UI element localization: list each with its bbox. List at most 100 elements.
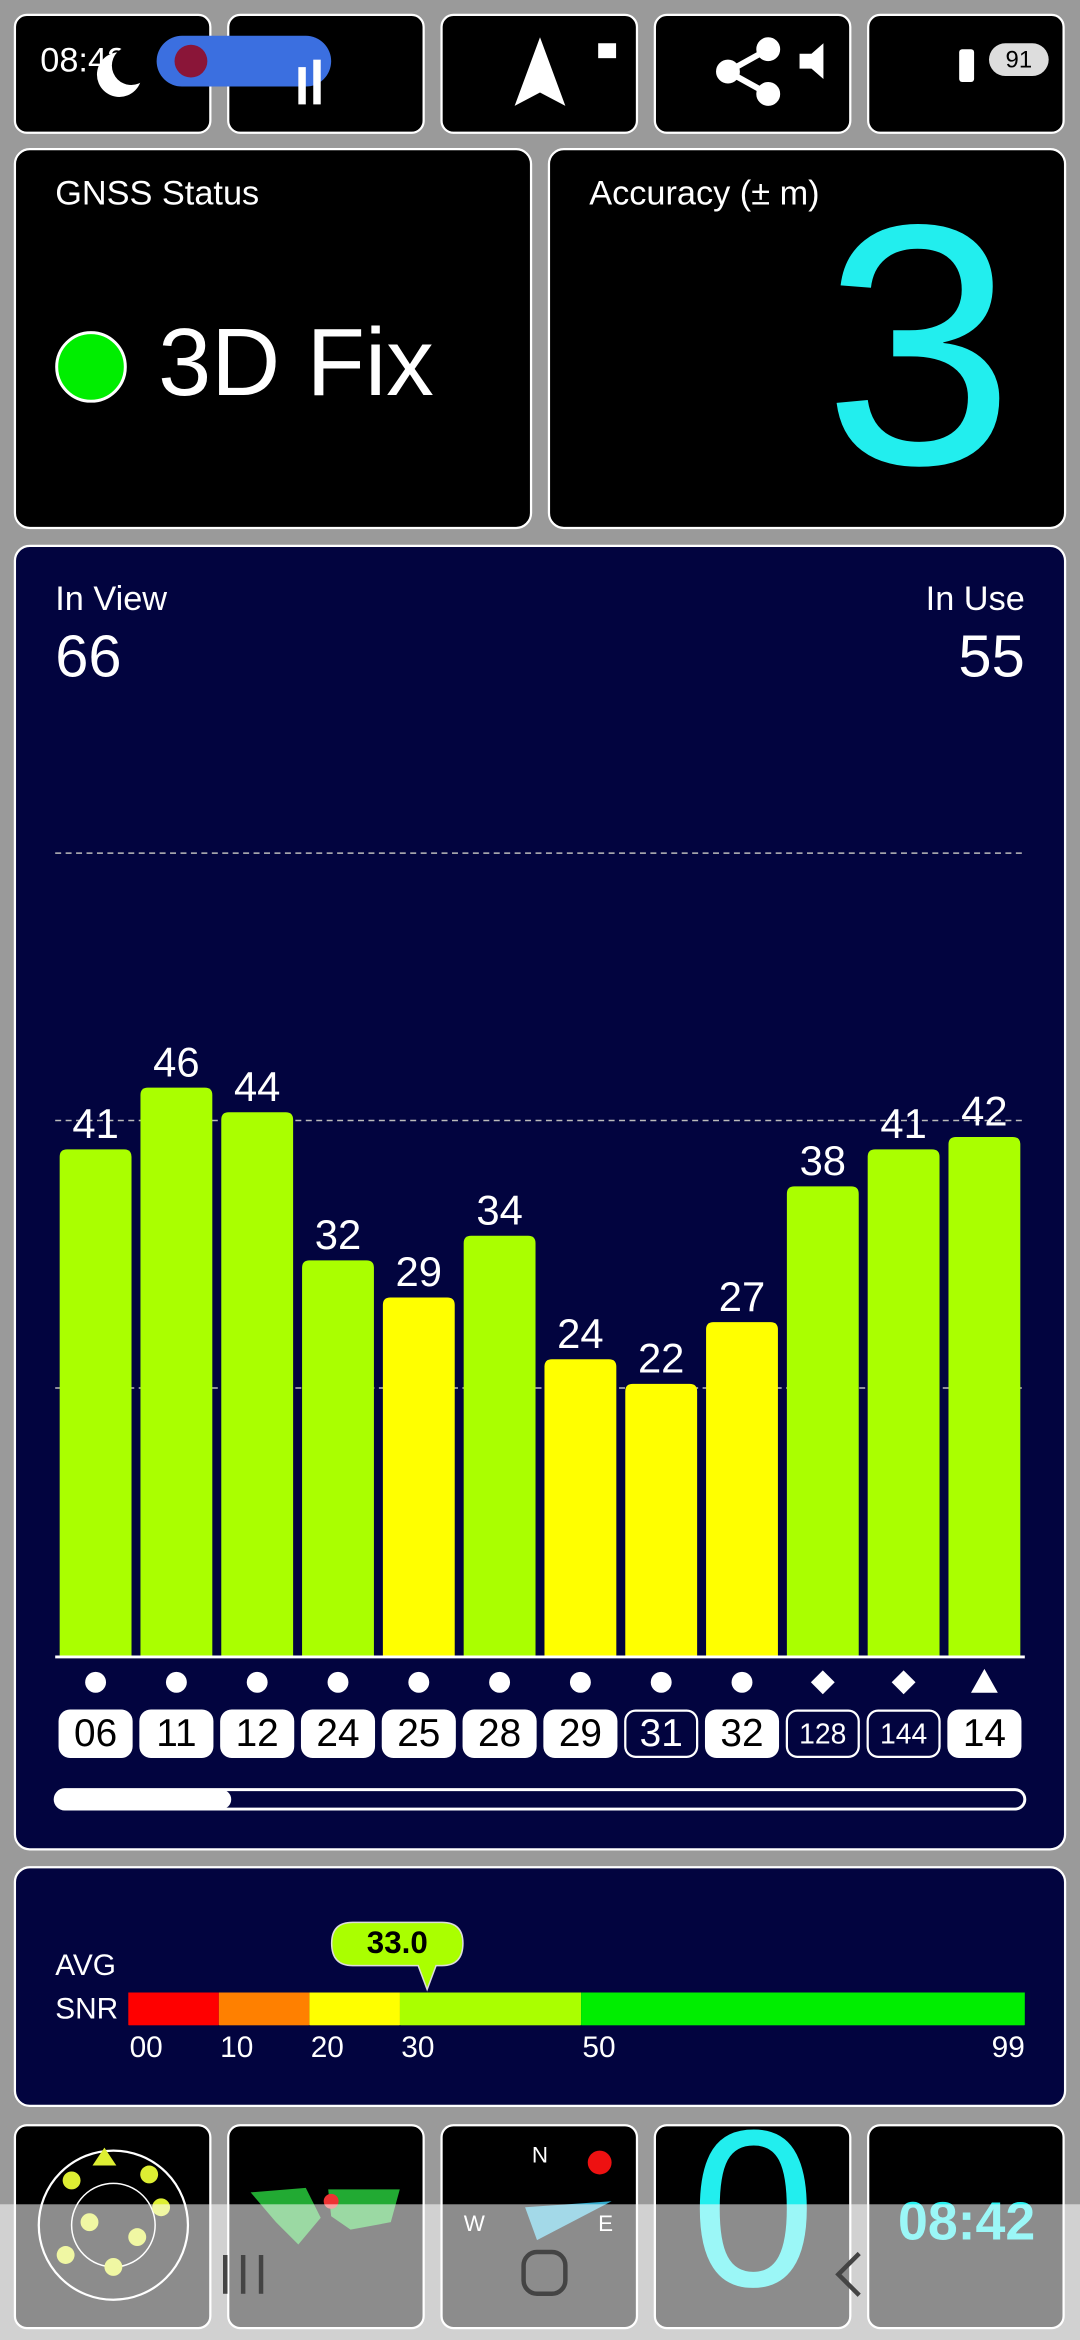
satellite-id-box xyxy=(139,1709,214,1758)
bar xyxy=(59,1149,132,1656)
card-title: Accuracy (± m) xyxy=(589,174,819,212)
avg-snr-value: 33.0 xyxy=(367,1925,428,1960)
bar xyxy=(706,1322,778,1656)
bar-value-label: 22 xyxy=(638,1335,684,1382)
satellite-id: 28 xyxy=(478,1712,521,1755)
constellation-marker xyxy=(650,1671,672,1693)
satellite-id: 24 xyxy=(316,1712,359,1755)
tile[interactable] xyxy=(653,13,852,134)
constellation-marker xyxy=(246,1671,268,1693)
bar-value-label: 34 xyxy=(476,1186,522,1233)
in-view-label: In View xyxy=(55,580,167,618)
bar xyxy=(221,1112,294,1656)
bar-value-label: 46 xyxy=(153,1038,199,1085)
satellite-id-box xyxy=(785,1709,860,1758)
snr-tick-label: 20 xyxy=(311,2031,344,2064)
constellation-marker xyxy=(165,1671,187,1693)
snr-tick-label: 99 xyxy=(992,2031,1025,2064)
constellation-marker xyxy=(970,1668,998,1693)
bar-value-label: 41 xyxy=(880,1100,926,1147)
satellite-id: 11 xyxy=(156,1712,196,1755)
back-button[interactable] xyxy=(835,2251,861,2297)
battery-level: 91 xyxy=(1006,46,1033,73)
compass-letter: N xyxy=(532,2142,548,2167)
satellite-id: 25 xyxy=(397,1712,440,1755)
satellite-id-box xyxy=(543,1709,618,1758)
share-icon xyxy=(716,37,781,106)
satellite-id-box xyxy=(866,1709,941,1758)
constellation-marker xyxy=(327,1671,349,1693)
in-view-count: 66 xyxy=(55,622,121,689)
fix-status: 3D Fix xyxy=(158,310,434,416)
in-use-label: In Use xyxy=(926,580,1025,618)
accuracy-card[interactable] xyxy=(547,148,1067,530)
bar xyxy=(544,1359,617,1656)
bar-value-label: 41 xyxy=(72,1100,118,1147)
in-use-count: 55 xyxy=(958,622,1024,689)
snr-segment xyxy=(309,1992,400,2026)
satellite-id-box xyxy=(220,1709,295,1758)
snr-segment xyxy=(218,1992,310,2026)
home-button[interactable] xyxy=(521,2249,568,2297)
snr-segment xyxy=(128,1992,219,2026)
bar xyxy=(140,1087,213,1656)
constellation-marker xyxy=(408,1671,430,1693)
bar xyxy=(786,1186,859,1656)
constellation-marker xyxy=(489,1671,511,1693)
snr-chart: 41 06 46 11 44 12 32 24 29 25 34 28 24 29 22 31 27 32 38 12… xyxy=(55,852,1025,1758)
mute-icon xyxy=(799,43,824,80)
bar xyxy=(382,1297,455,1656)
bar xyxy=(463,1235,536,1656)
bar-value-label: 38 xyxy=(800,1137,846,1184)
moon-icon xyxy=(111,46,151,86)
satellite-id-box xyxy=(462,1709,537,1758)
snr-tick-label: 50 xyxy=(582,2031,615,2064)
snr-segment xyxy=(581,1992,1025,2026)
satellite-id-box xyxy=(381,1709,456,1758)
snr-scale: AVG SNR 00 10 20 30 50 99 33.0 xyxy=(55,1921,1026,2064)
satellite-id-box xyxy=(947,1709,1022,1758)
bar-value-label: 44 xyxy=(234,1063,280,1110)
constellation-marker xyxy=(569,1671,591,1693)
snr-tick-label: 10 xyxy=(220,2031,253,2064)
signal-icon xyxy=(298,67,306,105)
navigation-bar xyxy=(0,2204,1080,2340)
bar-value-label: 32 xyxy=(315,1211,361,1258)
gnss-status-card[interactable] xyxy=(13,148,533,530)
satellite-id: 14 xyxy=(963,1712,1006,1755)
satellite-id-box xyxy=(624,1709,699,1758)
lock-icon xyxy=(598,43,617,59)
satellite-id: 128 xyxy=(799,1718,846,1750)
satellite-id-box xyxy=(58,1709,133,1758)
constellation-marker xyxy=(891,1670,916,1695)
snr-label: AVG xyxy=(55,1949,116,1982)
satellite-id-box xyxy=(704,1709,780,1758)
snr-tick-label: 00 xyxy=(130,2031,163,2064)
bar-value-label: 24 xyxy=(557,1310,603,1357)
bar xyxy=(625,1383,698,1656)
scrollbar-thumb[interactable] xyxy=(55,1789,232,1810)
satellite-id: 29 xyxy=(559,1712,602,1755)
avg-snr-panel[interactable] xyxy=(13,1866,1067,2107)
accuracy-value: 3 xyxy=(824,152,1015,536)
bar xyxy=(302,1260,374,1656)
team-icon xyxy=(174,44,208,78)
card-title: GNSS Status xyxy=(55,174,259,212)
bar xyxy=(948,1136,1021,1656)
snr-tick-label: 30 xyxy=(401,2031,434,2064)
bar-value-label: 29 xyxy=(396,1248,442,1295)
battery-pill xyxy=(989,43,1049,77)
avg-snr-marker xyxy=(330,1921,464,1992)
bar xyxy=(867,1149,940,1656)
constellation-marker xyxy=(810,1670,835,1695)
signal-icon xyxy=(313,59,321,105)
bar-value-label: 27 xyxy=(719,1273,765,1320)
wifi-icon xyxy=(959,49,975,83)
constellation-marker xyxy=(85,1671,107,1693)
snr-label: SNR xyxy=(55,1992,118,2025)
fix-indicator xyxy=(55,331,127,403)
recents-button[interactable] xyxy=(223,2254,264,2294)
satellite-id: 12 xyxy=(236,1712,279,1755)
